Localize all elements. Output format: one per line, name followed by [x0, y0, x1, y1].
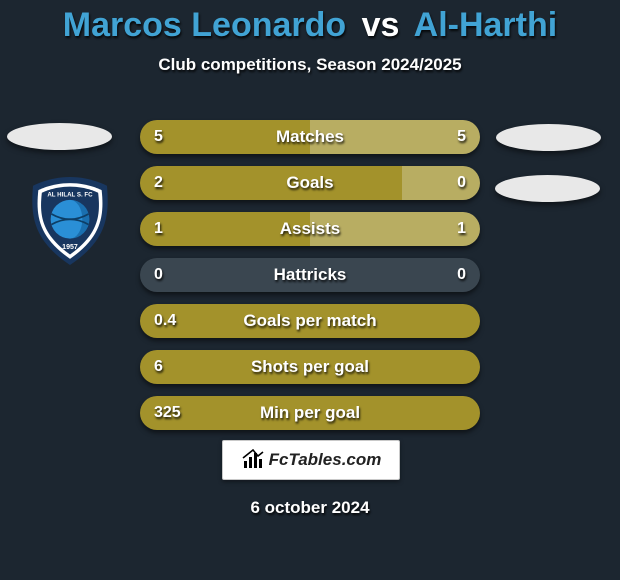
title-vs: vs: [362, 6, 400, 44]
value-b: 0: [457, 258, 466, 292]
avatar-placeholder: [496, 124, 601, 151]
stat-row: 0.4Goals per match: [140, 304, 480, 338]
value-a: 0: [154, 258, 163, 292]
title-player-a: Marcos Leonardo: [63, 6, 346, 44]
stat-row: 6Shots per goal: [140, 350, 480, 384]
segment-a: [140, 120, 310, 154]
page-title: Marcos Leonardo vs Al-Harthi: [0, 0, 620, 45]
stat-row: 325Min per goal: [140, 396, 480, 430]
value-a: 325: [154, 396, 181, 430]
club-crest-icon: AL HILAL S. FC 1957: [26, 175, 114, 267]
stat-row: 20Goals: [140, 166, 480, 200]
brand-text: FcTables.com: [269, 450, 382, 470]
stat-row: 55Matches: [140, 120, 480, 154]
avatar-placeholder: [7, 123, 112, 150]
subtitle: Club competitions, Season 2024/2025: [0, 55, 620, 75]
svg-text:AL HILAL S. FC: AL HILAL S. FC: [47, 191, 93, 198]
stat-row: 0 0Hattricks: [140, 258, 480, 292]
avatar-placeholder: [495, 175, 600, 202]
segment-b: [402, 166, 480, 200]
stat-label: Shots per goal: [140, 350, 480, 384]
svg-text:1957: 1957: [62, 244, 78, 251]
segment-a: [140, 212, 310, 246]
stat-label: Goals per match: [140, 304, 480, 338]
segment-a: [140, 166, 402, 200]
brand-link[interactable]: FcTables.com: [222, 440, 400, 480]
chart-icon: [241, 449, 267, 471]
segment-b: [310, 120, 480, 154]
value-a: 6: [154, 350, 163, 384]
title-player-b: Al-Harthi: [414, 6, 558, 44]
stat-row: 11Assists: [140, 212, 480, 246]
comparison-chart: 55Matches 20Goals 11Assists 0 0Hattricks 0.4G…: [140, 120, 480, 442]
value-a: 0.4: [154, 304, 176, 338]
stat-label: Hattricks: [140, 258, 480, 292]
date-label: 6 october 2024: [0, 498, 620, 518]
stat-label: Min per goal: [140, 396, 480, 430]
segment-b: [310, 212, 480, 246]
